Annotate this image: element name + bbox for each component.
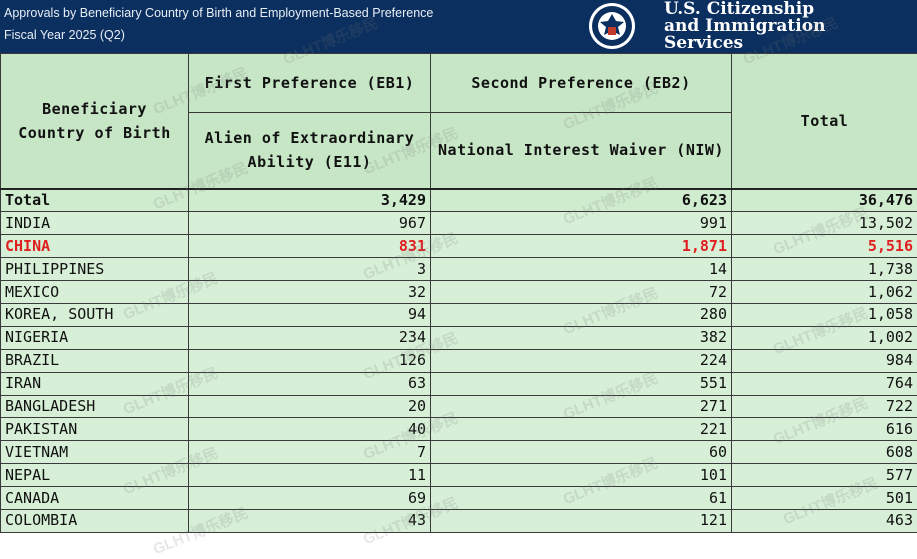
e11-cell: 7 <box>189 441 431 464</box>
total-cell: 1,062 <box>732 281 917 304</box>
e11-cell: 3 <box>189 258 431 281</box>
e11-cell: 967 <box>189 212 431 235</box>
total-cell: 616 <box>732 418 917 441</box>
approvals-table: Beneficiary Country of Birth First Prefe… <box>0 53 917 533</box>
country-cell: PHILIPPINES <box>1 258 189 281</box>
total-cell: 463 <box>732 509 917 532</box>
niw-cell: 551 <box>431 372 732 395</box>
header-eb2-sub: National Interest Waiver (NIW) <box>431 113 732 189</box>
total-cell: 984 <box>732 349 917 372</box>
country-cell: CANADA <box>1 487 189 510</box>
agency-line-3: Services <box>664 35 825 52</box>
niw-cell: 382 <box>431 326 732 349</box>
country-cell: COLOMBIA <box>1 509 189 532</box>
country-cell: MEXICO <box>1 281 189 304</box>
header-eb1-sub: Alien of Extraordinary Ability (E11) <box>189 113 431 189</box>
niw-cell: 1,871 <box>431 235 732 258</box>
total-cell: 1,058 <box>732 303 917 326</box>
niw-cell: 72 <box>431 281 732 304</box>
niw-cell: 271 <box>431 395 732 418</box>
country-cell: INDIA <box>1 212 189 235</box>
e11-cell: 11 <box>189 464 431 487</box>
report-period: Fiscal Year 2025 (Q2) <box>4 28 125 42</box>
e11-cell: 32 <box>189 281 431 304</box>
total-cell: 577 <box>732 464 917 487</box>
e11-cell: 69 <box>189 487 431 510</box>
e11-cell: 40 <box>189 418 431 441</box>
dhs-seal-icon <box>580 1 644 51</box>
niw-cell: 60 <box>431 441 732 464</box>
niw-cell: 221 <box>431 418 732 441</box>
country-cell: NIGERIA <box>1 326 189 349</box>
e11-cell: 3,429 <box>189 189 431 212</box>
niw-cell: 121 <box>431 509 732 532</box>
agency-name: U.S. Citizenship and Immigration Service… <box>664 1 825 52</box>
e11-cell: 63 <box>189 372 431 395</box>
e11-cell: 234 <box>189 326 431 349</box>
niw-cell: 61 <box>431 487 732 510</box>
header-country: Beneficiary Country of Birth <box>1 54 189 189</box>
header-eb2-group: Second Preference (EB2) <box>431 54 732 113</box>
e11-cell: 94 <box>189 303 431 326</box>
header-total: Total <box>732 54 917 189</box>
total-cell: 36,476 <box>732 189 917 212</box>
e11-cell: 20 <box>189 395 431 418</box>
e11-cell: 126 <box>189 349 431 372</box>
niw-cell: 14 <box>431 258 732 281</box>
report-title: Approvals by Beneficiary Country of Birt… <box>4 6 433 20</box>
country-cell: IRAN <box>1 372 189 395</box>
country-cell: Total <box>1 189 189 212</box>
country-cell: NEPAL <box>1 464 189 487</box>
total-cell: 764 <box>732 372 917 395</box>
country-cell: KOREA, SOUTH <box>1 303 189 326</box>
total-cell: 5,516 <box>732 235 917 258</box>
e11-cell: 831 <box>189 235 431 258</box>
total-cell: 501 <box>732 487 917 510</box>
country-cell: BRAZIL <box>1 349 189 372</box>
country-cell: BANGLADESH <box>1 395 189 418</box>
total-cell: 608 <box>732 441 917 464</box>
total-cell: 1,002 <box>732 326 917 349</box>
total-cell: 1,738 <box>732 258 917 281</box>
e11-cell: 43 <box>189 509 431 532</box>
country-cell: VIETNAM <box>1 441 189 464</box>
total-cell: 722 <box>732 395 917 418</box>
niw-cell: 6,623 <box>431 189 732 212</box>
header-eb1-group: First Preference (EB1) <box>189 54 431 113</box>
niw-cell: 280 <box>431 303 732 326</box>
niw-cell: 101 <box>431 464 732 487</box>
country-cell: CHINA <box>1 235 189 258</box>
title-banner: Approvals by Beneficiary Country of Birt… <box>0 0 917 53</box>
niw-cell: 991 <box>431 212 732 235</box>
niw-cell: 224 <box>431 349 732 372</box>
total-cell: 13,502 <box>732 212 917 235</box>
country-cell: PAKISTAN <box>1 418 189 441</box>
